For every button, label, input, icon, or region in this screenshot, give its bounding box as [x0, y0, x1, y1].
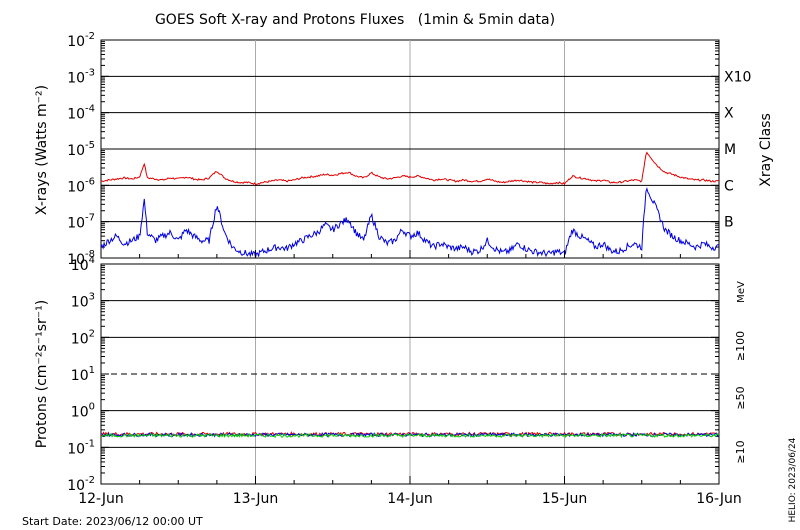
tick-exponent: 4 — [89, 255, 95, 266]
proton-energy-legend: MeV ≥100 ≥50 ≥10 — [734, 281, 747, 464]
tick-mantissa: 10 — [71, 405, 89, 421]
tick-mantissa: 10 — [67, 216, 85, 232]
proton-tick-label: 100 — [71, 402, 95, 421]
proton-unit-label: MeV — [736, 281, 747, 303]
proton-series — [100, 431, 720, 439]
x-tick-label: 15-Jun — [542, 491, 588, 507]
xray-series-short — [100, 186, 720, 258]
tick-mantissa: 10 — [71, 331, 89, 347]
x-axis-ticks: 12-Jun 13-Jun 14-Jun 15-Jun 16-Jun — [78, 250, 742, 507]
xray-tick-label: 10-8 — [67, 249, 95, 268]
tick-mantissa: 10 — [67, 34, 85, 50]
xray-class-label: X — [724, 106, 734, 122]
proton-tick-label: 101 — [71, 365, 95, 384]
xray-class-label: X10 — [724, 69, 751, 85]
xray-tick-label: 10-6 — [67, 176, 95, 195]
tick-mantissa: 10 — [67, 107, 85, 123]
proton-legend-entry: ≥10 — [734, 440, 747, 463]
tick-exponent: -7 — [85, 213, 95, 224]
xray-tick-label: 10-7 — [67, 213, 95, 232]
proton-grid — [101, 264, 719, 484]
tick-exponent: -4 — [85, 104, 95, 115]
proton-series — [100, 432, 720, 439]
xray-series-long — [100, 151, 720, 186]
tick-exponent: 3 — [89, 292, 95, 303]
xray-tick-label: 10-4 — [67, 104, 95, 123]
xray-class-label: C — [724, 178, 734, 194]
tick-mantissa: 10 — [71, 295, 89, 311]
xray-y-ticks: 10-210-310-410-510-610-710-8 — [67, 31, 719, 268]
tick-exponent: -3 — [85, 67, 95, 78]
proton-tick-label: 103 — [71, 292, 95, 311]
start-date-label: Start Date: 2023/06/12 00:00 UT — [22, 515, 203, 528]
tick-exponent: -2 — [85, 475, 95, 486]
proton-legend-entry: ≥50 — [734, 386, 747, 409]
x-tick-label: 12-Jun — [78, 491, 124, 507]
xray-tick-label: 10-2 — [67, 31, 95, 50]
xray-class-labels: X10 X M C B — [724, 69, 751, 230]
tick-exponent: -6 — [85, 176, 95, 187]
xray-class-axis-title: Xray Class — [758, 113, 774, 187]
xray-class-label: B — [724, 215, 734, 231]
tick-exponent: -5 — [85, 140, 95, 151]
proton-tick-label: 102 — [71, 328, 95, 347]
proton-tick-label: 104 — [71, 255, 95, 274]
tick-mantissa: 10 — [67, 143, 85, 159]
xray-grid — [101, 40, 719, 258]
x-tick-label: 16-Jun — [696, 491, 742, 507]
tick-mantissa: 10 — [67, 478, 85, 494]
x-tick-label: 13-Jun — [233, 491, 279, 507]
tick-mantissa: 10 — [67, 441, 85, 457]
proton-y-axis-label: Protons (cm⁻²s⁻¹sr⁻¹) — [34, 300, 50, 449]
tick-mantissa: 10 — [67, 70, 85, 86]
xray-tick-label: 10-5 — [67, 140, 95, 159]
tick-exponent: 1 — [89, 365, 95, 376]
tick-exponent: 2 — [89, 328, 95, 339]
tick-mantissa: 10 — [71, 368, 89, 384]
tick-mantissa: 10 — [67, 179, 85, 195]
tick-exponent: -1 — [85, 438, 95, 449]
x-tick-label: 14-Jun — [387, 491, 433, 507]
proton-tick-label: 10-1 — [67, 438, 95, 457]
credit-label: HELIO: 2023/06/24 — [788, 437, 798, 522]
xray-series — [100, 151, 720, 258]
proton-legend-entry: ≥100 — [734, 331, 747, 361]
xray-class-label: M — [724, 142, 736, 158]
tick-mantissa: 10 — [67, 252, 85, 268]
tick-exponent: -2 — [85, 31, 95, 42]
xray-y-axis-label: X-rays (Watts m⁻²) — [34, 85, 50, 215]
tick-exponent: 0 — [89, 402, 95, 413]
tick-exponent: -8 — [85, 249, 95, 260]
chart-title: GOES Soft X-ray and Protons Fluxes (1min… — [155, 12, 555, 28]
proton-tick-label: 10-2 — [67, 475, 95, 494]
xray-tick-label: 10-3 — [67, 67, 95, 86]
tick-mantissa: 10 — [71, 258, 89, 274]
